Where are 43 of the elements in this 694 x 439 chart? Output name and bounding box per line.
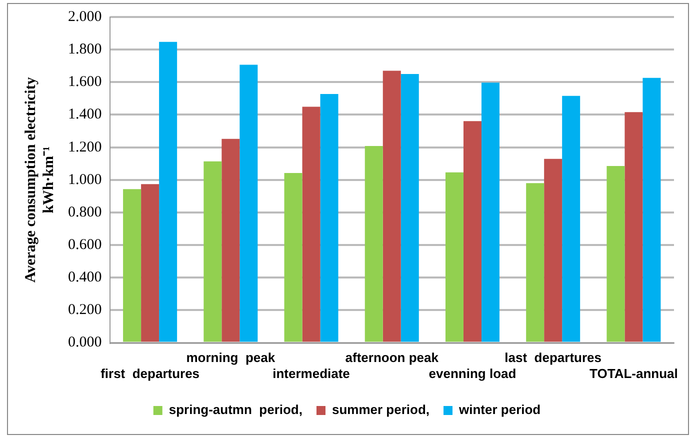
x-tick-label: evenning load	[428, 366, 516, 381]
bar	[123, 189, 142, 342]
x-tick-label: TOTAL-annual	[590, 366, 678, 381]
y-tick-label: 0.400	[68, 270, 102, 286]
bar	[382, 70, 401, 342]
y-tick-label: 0.600	[68, 236, 102, 253]
y-tick-label: 1.800	[68, 42, 102, 58]
bar	[240, 64, 258, 342]
bar	[320, 94, 338, 342]
y-tick-label: 1.400	[68, 106, 102, 123]
bar	[284, 173, 302, 342]
bar	[624, 112, 643, 342]
bar	[526, 183, 544, 342]
x-tick-label: intermediate	[272, 366, 350, 381]
bar	[481, 82, 500, 342]
x-tick-label: first departures	[100, 366, 200, 381]
bar	[159, 42, 178, 342]
bar	[562, 96, 580, 342]
bar	[400, 74, 419, 342]
legend-label: spring-autmn period,	[168, 402, 302, 418]
y-tick-label: 0.000	[68, 334, 102, 351]
y-axis-title: Average consumption electricity kWh·km⁻¹	[22, 76, 57, 283]
bar	[364, 146, 383, 342]
y-tick-label: 1.600	[68, 74, 102, 90]
x-tick-label: afternoon peak	[345, 350, 440, 366]
bar	[544, 158, 562, 342]
y-tick-label: 1.200	[68, 139, 102, 156]
x-tick-label: last departures	[504, 350, 602, 366]
y-tick-label: 1.000	[68, 172, 102, 188]
bar	[204, 161, 222, 342]
bar	[463, 121, 482, 342]
legend-label: winter period	[458, 402, 541, 418]
x-tick-label: morning peak	[186, 350, 276, 366]
bar	[445, 172, 464, 342]
bar	[606, 166, 625, 342]
bar	[302, 106, 320, 342]
bar	[141, 184, 160, 342]
legend-label: summer period,	[332, 402, 430, 418]
bar	[642, 78, 661, 342]
y-tick-label: 0.200	[68, 302, 102, 318]
bar	[222, 138, 240, 342]
y-tick-label: 2.000	[68, 8, 102, 25]
y-tick-label: 0.800	[68, 204, 102, 220]
